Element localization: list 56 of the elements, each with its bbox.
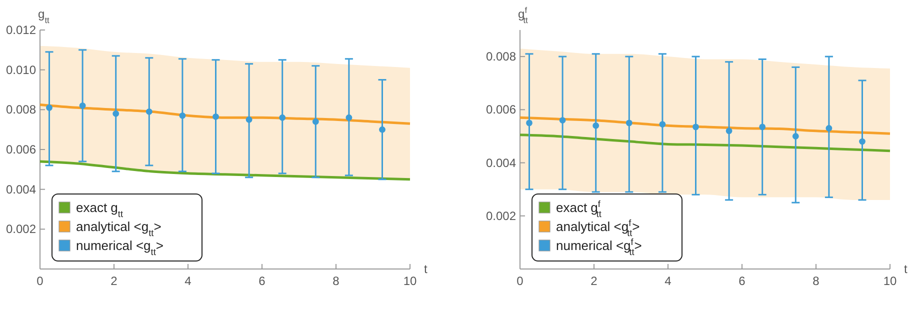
x-axis-title: t <box>904 262 908 276</box>
y-tick-label: 0.008 <box>486 50 516 64</box>
point <box>146 108 152 115</box>
point <box>826 125 832 132</box>
point <box>79 102 86 109</box>
x-tick-label: 0 <box>36 274 44 288</box>
x-tick-label: 6 <box>738 274 746 288</box>
y-tick-label: 0.004 <box>6 182 36 196</box>
line-series <box>518 134 892 152</box>
y-tick-label: 0.002 <box>486 208 516 223</box>
point <box>792 133 799 140</box>
y-tick-label: 0.004 <box>486 156 516 170</box>
x-tick-label: 6 <box>258 274 266 288</box>
x-tick-label: 4 <box>664 274 672 288</box>
point <box>659 121 666 128</box>
y-tick-label: 0.002 <box>6 222 36 236</box>
point <box>592 122 600 129</box>
y-tick-label: 0.008 <box>6 102 36 117</box>
point <box>179 112 186 119</box>
point <box>379 126 386 133</box>
line-series <box>38 103 412 125</box>
line-series <box>518 116 892 135</box>
legend-label: numerical <g$^{f}$$_{tt}$> <box>556 237 642 257</box>
x-tick-label: 8 <box>812 274 820 288</box>
legend-label: analytical <g$_{tt}$> <box>76 219 162 238</box>
x-tick-label: 2 <box>110 274 118 288</box>
x-tick-label: 8 <box>332 274 340 288</box>
x-axis-title: t <box>424 262 428 276</box>
point <box>346 114 352 121</box>
y-tick-label: 0.006 <box>486 102 516 117</box>
line-series <box>38 160 412 181</box>
y-tick-label: 0.006 <box>6 142 36 156</box>
point <box>212 113 219 120</box>
point <box>559 117 566 124</box>
y-tick-label: 0.010 <box>6 62 36 77</box>
point <box>726 128 732 134</box>
legend-label: analytical <g$^{f}$$_{tt}$> <box>556 218 640 238</box>
x-tick-label: 10 <box>403 274 417 288</box>
y-axis-title: g$_{tt}$ <box>38 7 50 25</box>
x-tick-label: 10 <box>883 274 897 288</box>
legend-label: numerical <g$_{tt}$> <box>76 238 164 257</box>
point <box>279 114 286 121</box>
point <box>626 120 632 126</box>
point <box>46 104 52 111</box>
point <box>112 110 120 117</box>
point <box>246 116 252 123</box>
x-tick-label: 4 <box>184 274 192 288</box>
point <box>859 138 866 145</box>
point <box>759 124 766 130</box>
point <box>526 120 532 126</box>
point <box>312 118 319 125</box>
x-tick-label: 2 <box>590 274 598 288</box>
y-tick-label: 0.012 <box>6 23 36 37</box>
legend-label: exact g$_{tt}$ <box>76 200 124 219</box>
point <box>692 124 699 130</box>
x-tick-label: 0 <box>516 274 524 288</box>
